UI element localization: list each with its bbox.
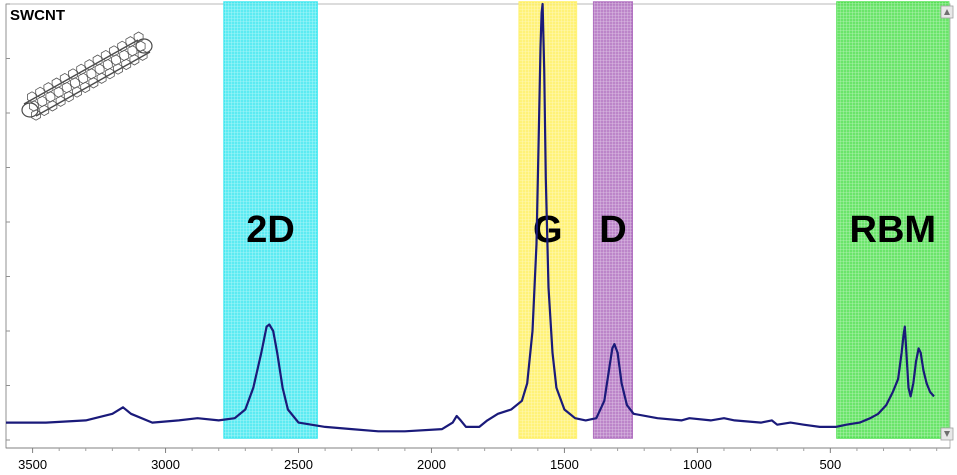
hexagon-cell — [72, 86, 82, 98]
carbon-nanotube-icon — [21, 31, 160, 121]
hexagon-cell — [55, 95, 66, 107]
x-tick-label: 3000 — [151, 457, 180, 472]
hexagon-cell — [113, 63, 123, 75]
hexagon-cell — [47, 100, 58, 112]
hexagon-cell — [80, 81, 91, 94]
x-tick-label: 500 — [819, 457, 841, 472]
band-d: D — [592, 1, 633, 439]
y-axis — [5, 3, 10, 448]
band-grid — [224, 2, 318, 438]
scroll-up-arrow[interactable] — [940, 5, 954, 19]
plot-frame — [5, 3, 951, 449]
band-label: 2D — [246, 209, 295, 251]
x-tick-label: 2000 — [417, 457, 446, 472]
x-axis: 3500 3000 2500 2000 1500 1000 500 — [18, 448, 938, 472]
x-tick-label: 1000 — [683, 457, 712, 472]
band-grid — [593, 2, 633, 438]
band-layer: 2D G D RBM — [223, 1, 950, 439]
hexagon-cell — [137, 49, 148, 61]
band-rbm: RBM — [836, 1, 950, 439]
hexagon-cell — [121, 58, 132, 71]
band-label: D — [599, 209, 626, 251]
x-tick-label: 1500 — [550, 457, 579, 472]
chart-title: SWCNT — [10, 7, 65, 24]
hexagon-cell — [31, 109, 41, 121]
spectrum-line — [6, 2, 935, 433]
scroll-down-arrow[interactable] — [940, 427, 954, 441]
band-label: RBM — [850, 209, 937, 251]
hexagon-cell — [96, 72, 107, 84]
x-tick-label: 3500 — [18, 457, 47, 472]
band-2d: 2D — [223, 1, 318, 439]
band-grid — [836, 2, 949, 438]
hexagon-cell — [129, 54, 140, 66]
hexagon-cell — [104, 67, 115, 80]
series-layer — [6, 2, 935, 433]
hexagon-cell — [63, 90, 74, 103]
hexagon-cell — [88, 77, 99, 89]
x-tick-label: 2500 — [284, 457, 313, 472]
hexagon-cell — [39, 104, 50, 117]
